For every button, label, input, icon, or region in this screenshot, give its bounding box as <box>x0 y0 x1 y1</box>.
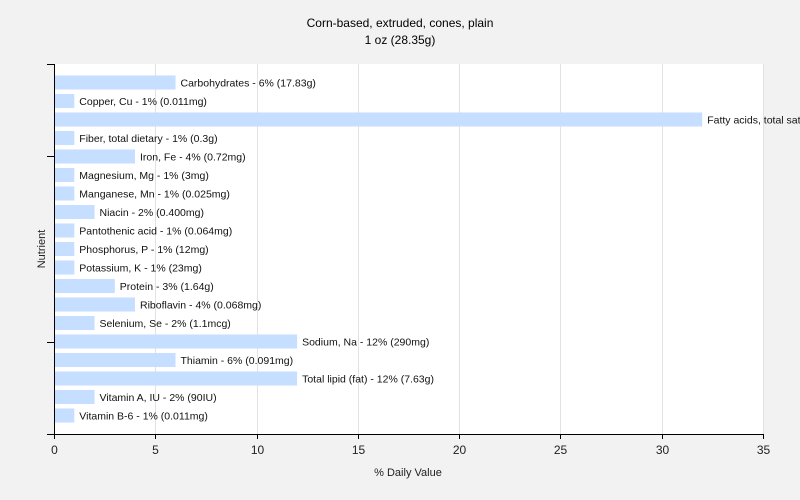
bar-label: Iron, Fe - 4% (0.72mg) <box>140 152 246 164</box>
bar <box>55 205 95 219</box>
bar <box>55 390 95 404</box>
x-tick-label: 25 <box>554 443 568 457</box>
x-tick-label: 5 <box>152 443 159 457</box>
bar-label: Fiber, total dietary - 1% (0.3g) <box>79 133 217 145</box>
bar-label: Phosphorus, P - 1% (12mg) <box>79 244 208 256</box>
bar-label: Riboflavin - 4% (0.068mg) <box>140 300 261 312</box>
bar-label: Copper, Cu - 1% (0.011mg) <box>79 96 207 108</box>
bar <box>55 260 75 275</box>
bar <box>55 223 75 238</box>
bar <box>55 279 115 293</box>
chart-subtitle: 1 oz (28.35g) <box>365 33 436 47</box>
bar-label: Protein - 3% (1.64g) <box>120 281 214 293</box>
bar <box>55 353 176 367</box>
bar <box>55 297 135 312</box>
x-tick-labels: 0 5 10 15 20 25 30 35 <box>51 443 770 457</box>
bar-label: Pantothenic acid - 1% (0.064mg) <box>79 226 232 238</box>
bar <box>55 94 75 108</box>
bar <box>55 316 95 330</box>
x-tick-label: 30 <box>656 443 670 457</box>
bar-label: Thiamin - 6% (0.091mg) <box>181 355 294 367</box>
bar <box>55 371 298 386</box>
chart-title: Corn-based, extruded, cones, plain <box>307 16 494 30</box>
bars <box>55 75 703 423</box>
bar <box>55 112 703 127</box>
bar <box>55 75 176 90</box>
bar <box>55 408 75 423</box>
y-axis-title: Nutrient <box>36 230 48 269</box>
bar-label: Vitamin A, IU - 2% (90IU) <box>100 392 217 404</box>
axes <box>47 64 764 439</box>
bar <box>55 186 75 201</box>
bar-label: Total lipid (fat) - 12% (7.63g) <box>302 374 434 386</box>
bar-label: Selenium, Se - 2% (1.1mcg) <box>100 318 231 330</box>
x-axis-title: % Daily Value <box>374 467 442 479</box>
bar-label: Carbohydrates - 6% (17.83g) <box>181 78 316 90</box>
bar-label: Sodium, Na - 12% (290mg) <box>302 337 429 349</box>
bar-label: Manganese, Mn - 1% (0.025mg) <box>79 189 230 201</box>
bar-label: Niacin - 2% (0.400mg) <box>100 207 204 219</box>
bar <box>55 131 75 145</box>
x-tick-label: 0 <box>51 443 58 457</box>
bar-labels: Carbohydrates - 6% (17.83g) Copper, Cu - … <box>79 78 800 423</box>
bar <box>55 149 135 164</box>
bar <box>55 168 75 182</box>
x-tick-label: 35 <box>757 443 771 457</box>
bar-label: Magnesium, Mg - 1% (3mg) <box>79 170 209 182</box>
bar-label: Vitamin B-6 - 1% (0.011mg) <box>79 411 208 423</box>
x-tick-label: 15 <box>352 443 366 457</box>
x-tick-label: 20 <box>453 443 467 457</box>
x-tick-label: 10 <box>251 443 265 457</box>
bar <box>55 334 298 349</box>
bar <box>55 242 75 256</box>
bar-label: Potassium, K - 1% (23mg) <box>79 263 202 275</box>
bar-label: Fatty acids, total saturated - 32% (6.45… <box>707 115 800 127</box>
